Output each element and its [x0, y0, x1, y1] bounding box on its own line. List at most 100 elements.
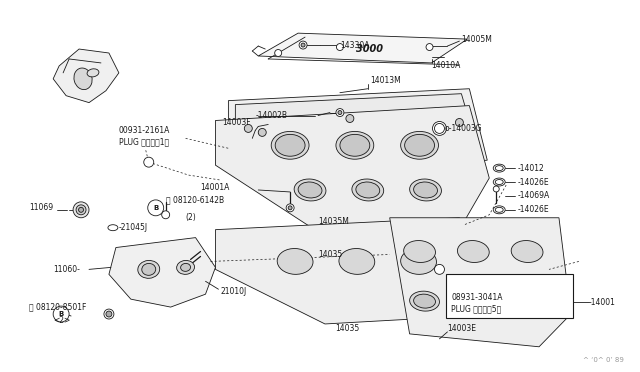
Ellipse shape — [513, 291, 543, 311]
Ellipse shape — [493, 164, 505, 172]
Text: -14026E: -14026E — [517, 177, 548, 186]
Circle shape — [76, 205, 86, 215]
Text: 14035M: 14035M — [318, 217, 349, 226]
Text: PLUG プラグ（5）: PLUG プラグ（5） — [451, 305, 502, 314]
Text: 14035: 14035 — [335, 324, 359, 333]
Circle shape — [435, 264, 444, 274]
Text: -14012: -14012 — [517, 164, 544, 173]
Ellipse shape — [180, 263, 191, 271]
Circle shape — [286, 204, 294, 212]
Ellipse shape — [404, 134, 435, 156]
Ellipse shape — [493, 178, 505, 186]
Circle shape — [73, 202, 89, 218]
Circle shape — [148, 200, 164, 216]
Polygon shape — [53, 49, 119, 103]
Text: 14005M: 14005M — [461, 35, 492, 44]
Circle shape — [336, 109, 344, 116]
Circle shape — [346, 115, 354, 122]
Ellipse shape — [177, 260, 195, 275]
Circle shape — [53, 306, 69, 322]
Polygon shape — [236, 94, 479, 167]
Ellipse shape — [401, 248, 436, 275]
Text: (2): (2) — [186, 213, 196, 222]
Text: 11069: 11069 — [29, 203, 53, 212]
Circle shape — [299, 41, 307, 49]
Text: 14013M: 14013M — [370, 76, 401, 85]
Ellipse shape — [458, 241, 489, 263]
Circle shape — [162, 211, 170, 219]
Ellipse shape — [275, 134, 305, 156]
Text: B: B — [58, 311, 64, 317]
Ellipse shape — [404, 241, 435, 263]
Ellipse shape — [495, 166, 503, 171]
Ellipse shape — [517, 294, 539, 308]
Ellipse shape — [410, 179, 442, 201]
Circle shape — [104, 309, 114, 319]
Ellipse shape — [271, 131, 309, 159]
Circle shape — [338, 110, 342, 115]
Text: 21010J: 21010J — [220, 287, 246, 296]
Polygon shape — [390, 218, 571, 347]
Ellipse shape — [495, 207, 503, 212]
Ellipse shape — [340, 134, 370, 156]
Circle shape — [79, 207, 84, 212]
Ellipse shape — [138, 260, 160, 278]
Circle shape — [456, 119, 463, 126]
Ellipse shape — [465, 294, 487, 308]
Text: 08931-3041A: 08931-3041A — [451, 293, 503, 302]
Circle shape — [301, 43, 305, 47]
Polygon shape — [259, 33, 467, 63]
Polygon shape — [216, 106, 489, 240]
Circle shape — [435, 124, 444, 134]
Circle shape — [106, 311, 112, 317]
Text: PLUG プラグ（1）: PLUG プラグ（1） — [119, 138, 169, 147]
Circle shape — [288, 206, 292, 210]
Ellipse shape — [74, 68, 92, 90]
Text: -14069A: -14069A — [517, 192, 549, 201]
Ellipse shape — [461, 291, 492, 311]
Text: 14010A: 14010A — [431, 61, 461, 70]
Ellipse shape — [298, 182, 322, 198]
Text: 14001A: 14001A — [200, 183, 230, 192]
Text: 14003E: 14003E — [447, 324, 476, 333]
Ellipse shape — [495, 180, 503, 185]
Circle shape — [433, 122, 447, 135]
Ellipse shape — [87, 69, 99, 77]
Text: -14002B: -14002B — [255, 111, 287, 120]
Text: 3000: 3000 — [356, 44, 383, 54]
Circle shape — [275, 49, 282, 57]
Ellipse shape — [410, 291, 440, 311]
Polygon shape — [228, 89, 487, 172]
Text: 11060-: 11060- — [53, 265, 80, 274]
Circle shape — [259, 128, 266, 137]
Text: Ⓑ 08120-6142B: Ⓑ 08120-6142B — [166, 195, 224, 204]
Text: 00931-2161A: 00931-2161A — [119, 126, 170, 135]
Ellipse shape — [336, 131, 374, 159]
Circle shape — [337, 44, 344, 51]
Circle shape — [426, 44, 433, 51]
Polygon shape — [216, 218, 477, 324]
Ellipse shape — [339, 248, 375, 275]
Text: 14035: 14035 — [318, 250, 342, 259]
Text: Ⓑ 08120-8501F: Ⓑ 08120-8501F — [29, 302, 86, 312]
Text: ^ ‘0^ 0’ 89: ^ ‘0^ 0’ 89 — [583, 357, 623, 363]
Circle shape — [244, 125, 252, 132]
Text: 14330A: 14330A — [340, 41, 369, 49]
Polygon shape — [109, 238, 216, 307]
Ellipse shape — [401, 131, 438, 159]
Ellipse shape — [511, 241, 543, 263]
Ellipse shape — [413, 294, 435, 308]
Text: -14001: -14001 — [589, 298, 616, 307]
Circle shape — [493, 186, 499, 192]
Circle shape — [144, 157, 154, 167]
Ellipse shape — [142, 263, 156, 275]
Text: <2>: <2> — [53, 317, 70, 326]
Ellipse shape — [352, 179, 384, 201]
Ellipse shape — [413, 182, 438, 198]
FancyBboxPatch shape — [447, 274, 573, 318]
Text: B: B — [153, 205, 158, 211]
Ellipse shape — [493, 206, 505, 214]
Ellipse shape — [277, 248, 313, 275]
Text: o-14003G: o-14003G — [444, 124, 482, 133]
Ellipse shape — [356, 182, 380, 198]
